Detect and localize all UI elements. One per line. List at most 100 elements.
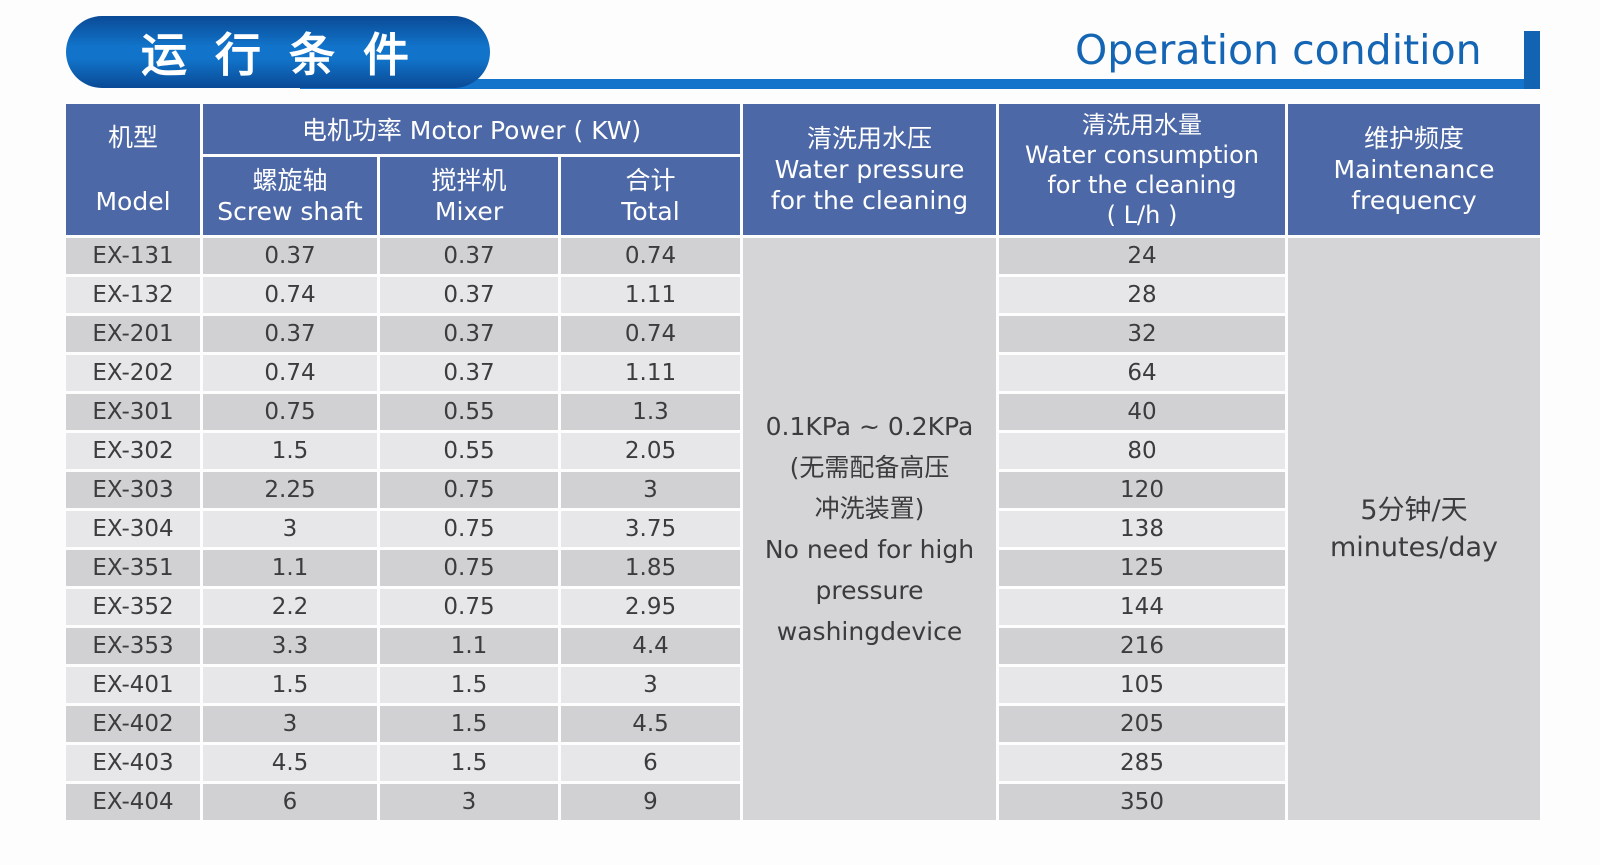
cell-water-consumption: 125	[999, 550, 1285, 586]
cell-mixer: 0.37	[380, 316, 558, 352]
cell-model: EX-131	[66, 238, 200, 274]
cell-model: EX-301	[66, 394, 200, 430]
cell-mixer: 0.75	[380, 511, 558, 547]
cell-water-consumption: 32	[999, 316, 1285, 352]
cell-total: 3.75	[561, 511, 740, 547]
cell-mixer: 1.5	[380, 667, 558, 703]
cell-model: EX-132	[66, 277, 200, 313]
table-row: EX-351 1.1 0.75 1.85 125	[66, 550, 1540, 586]
cell-total: 1.85	[561, 550, 740, 586]
cell-screw-shaft: 3	[203, 511, 377, 547]
water-pressure-line: No need for high	[764, 535, 975, 564]
header-maintenance-en2: frequency	[1351, 186, 1477, 215]
cell-total: 3	[561, 472, 740, 508]
cell-model: EX-403	[66, 745, 200, 781]
header-water-consumption-unit: ( L/h )	[1106, 200, 1178, 229]
header-mixer-zh: 搅拌机	[431, 166, 507, 195]
cell-model: EX-201	[66, 316, 200, 352]
cell-total: 1.11	[561, 277, 740, 313]
header-water-consumption-zh: 清洗用水量	[1082, 110, 1202, 139]
cell-mixer: 0.37	[380, 355, 558, 391]
cell-mixer: 0.75	[380, 472, 558, 508]
cell-mixer: 1.5	[380, 706, 558, 742]
cell-mixer: 0.55	[380, 394, 558, 430]
page-title-en: Operation condition	[1075, 26, 1482, 74]
header-maintenance-zh: 维护频度	[1363, 124, 1464, 153]
cell-screw-shaft: 0.37	[203, 238, 377, 274]
cell-total: 2.95	[561, 589, 740, 625]
cell-model: EX-351	[66, 550, 200, 586]
cell-mixer: 1.5	[380, 745, 558, 781]
header-water-consumption-en2: for the cleaning	[1047, 170, 1237, 199]
cell-mixer: 3	[380, 784, 558, 820]
header-water-pressure-en2: for the cleaning	[770, 186, 969, 215]
cell-screw-shaft: 2.25	[203, 472, 377, 508]
cell-total: 4.5	[561, 706, 740, 742]
cell-screw-shaft: 0.74	[203, 355, 377, 391]
cell-mixer: 0.55	[380, 433, 558, 469]
table-row: EX-403 4.5 1.5 6 285	[66, 745, 1540, 781]
cell-screw-shaft: 2.2	[203, 589, 377, 625]
cell-screw-shaft: 0.75	[203, 394, 377, 430]
cell-screw-shaft: 3	[203, 706, 377, 742]
table-row: EX-352 2.2 0.75 2.95 144	[66, 589, 1540, 625]
table-row: EX-131 0.37 0.37 0.74 0.1KPa ~ 0.2KPa (无需配备高压…	[66, 238, 1540, 820]
cell-model: EX-352	[66, 589, 200, 625]
cell-total: 0.74	[561, 238, 740, 274]
header-water-consumption-en1: Water consumption	[1025, 140, 1259, 169]
operation-condition-table: 机型 Model 电机功率 Motor Power ( KW) 清洗用水压 Wa…	[63, 101, 1543, 823]
cell-water-consumption: 80	[999, 433, 1285, 469]
cell-model: EX-401	[66, 667, 200, 703]
cell-water-consumption: 285	[999, 745, 1285, 781]
header-water-pressure-en1: Water pressure	[774, 155, 965, 184]
header-total-en: Total	[621, 197, 680, 226]
cell-mixer: 0.37	[380, 277, 558, 313]
header-total: 合计 Total	[561, 157, 740, 235]
page-title-pill: 运 行 条 件	[66, 16, 490, 88]
header-motor-power: 电机功率 Motor Power ( KW)	[203, 104, 740, 154]
cell-screw-shaft: 6	[203, 784, 377, 820]
cell-screw-shaft: 0.74	[203, 277, 377, 313]
table-header: 机型 Model 电机功率 Motor Power ( KW) 清洗用水压 Wa…	[66, 104, 1540, 235]
maintenance-frequency-cell: 5分钟/天 minutes/day	[1288, 238, 1540, 820]
table-row: EX-302 1.5 0.55 2.05 80	[66, 433, 1540, 469]
header-screw-shaft-en: Screw shaft	[217, 197, 363, 226]
cell-screw-shaft: 0.37	[203, 316, 377, 352]
cell-model: EX-402	[66, 706, 200, 742]
header-mixer: 搅拌机 Mixer	[380, 157, 558, 235]
cell-screw-shaft: 4.5	[203, 745, 377, 781]
table-row: EX-402 3 1.5 4.5 205	[66, 706, 1540, 742]
cell-model: EX-304	[66, 511, 200, 547]
cell-water-consumption: 205	[999, 706, 1285, 742]
cell-model: EX-302	[66, 433, 200, 469]
cell-total: 6	[561, 745, 740, 781]
table-row: EX-132 0.74 0.37 1.11 28	[66, 277, 1540, 313]
header-mixer-en: Mixer	[434, 197, 504, 226]
header-model-en: Model	[95, 186, 171, 216]
cell-total: 1.3	[561, 394, 740, 430]
header-screw-shaft-zh: 螺旋轴	[252, 166, 328, 195]
cell-water-consumption: 105	[999, 667, 1285, 703]
water-pressure-line: 冲洗装置)	[814, 494, 925, 523]
cell-model: EX-404	[66, 784, 200, 820]
water-pressure-cell: 0.1KPa ~ 0.2KPa (无需配备高压 冲洗装置) No need for h…	[743, 238, 996, 820]
water-pressure-line: 0.1KPa ~ 0.2KPa	[765, 412, 974, 441]
cell-water-consumption: 144	[999, 589, 1285, 625]
cell-total: 0.74	[561, 316, 740, 352]
cell-total: 9	[561, 784, 740, 820]
table-row: EX-303 2.25 0.75 3 120	[66, 472, 1540, 508]
table-row: EX-202 0.74 0.37 1.11 64	[66, 355, 1540, 391]
header-model: 机型 Model	[66, 104, 200, 235]
table-body: EX-131 0.37 0.37 0.74 0.1KPa ~ 0.2KPa (无需配备高压…	[66, 238, 1540, 820]
cell-total: 1.11	[561, 355, 740, 391]
water-pressure-line: pressure	[815, 576, 924, 605]
header-total-zh: 合计	[625, 166, 676, 195]
header-model-zh: 机型	[107, 122, 158, 152]
cell-model: EX-202	[66, 355, 200, 391]
cell-model: EX-303	[66, 472, 200, 508]
header-water-consumption: 清洗用水量 Water consumption for the cleaning…	[999, 104, 1285, 235]
cell-model: EX-353	[66, 628, 200, 664]
table-row: EX-301 0.75 0.55 1.3 40	[66, 394, 1540, 430]
page-title-zh: 运 行 条 件	[140, 28, 416, 82]
